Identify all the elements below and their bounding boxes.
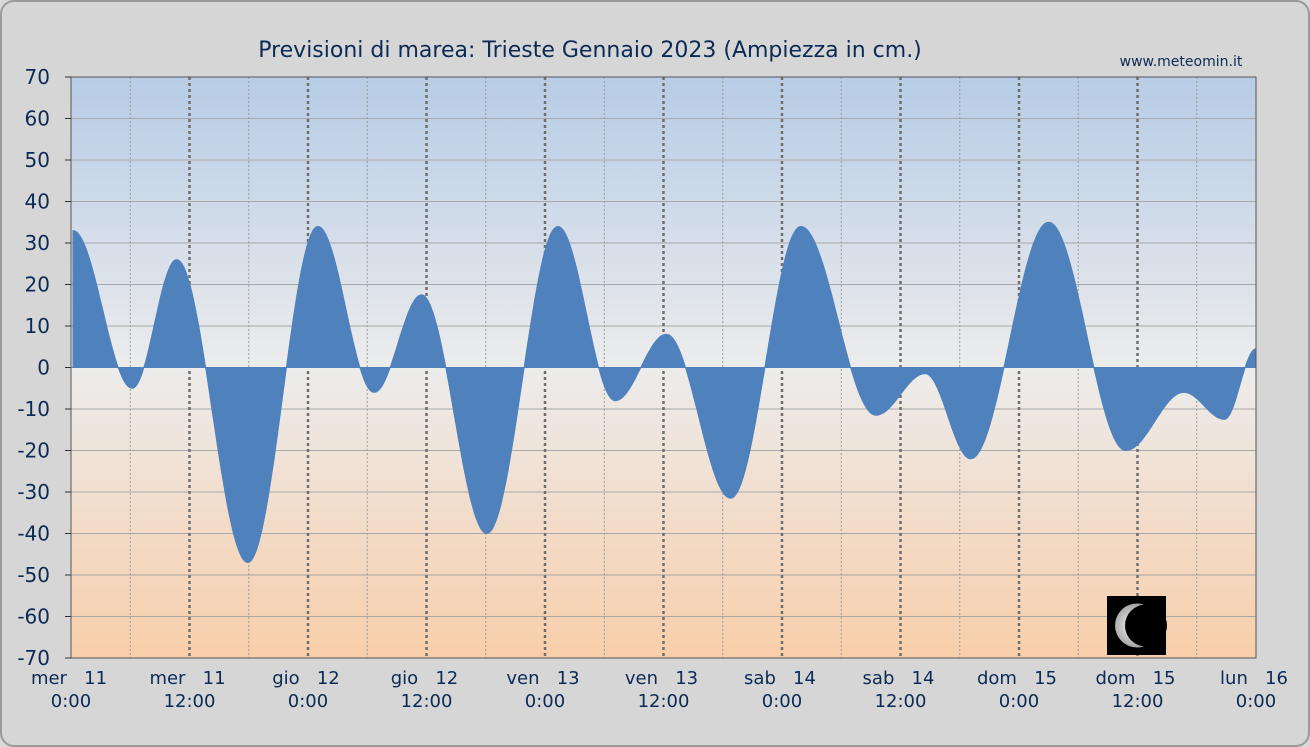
- x-tick-label: dom 15: [977, 668, 1057, 689]
- x-tick-time-label: 0:00: [762, 691, 802, 712]
- x-tick-label: lun 16: [1220, 668, 1288, 689]
- y-tick-label: 60: [25, 107, 50, 131]
- y-tick-label: -30: [17, 480, 50, 504]
- x-tick-label: dom 15: [1095, 668, 1175, 689]
- x-tick-time-label: 12:00: [1112, 691, 1164, 712]
- y-tick-label: -60: [17, 605, 50, 629]
- y-tick-label: -70: [17, 646, 50, 670]
- y-tick-label: -40: [17, 522, 50, 546]
- credit-text: www.meteomin.it: [1120, 54, 1243, 70]
- x-tick-time-label: 12:00: [164, 691, 216, 712]
- y-tick-label: 30: [25, 231, 50, 255]
- x-tick-time-label: 12:00: [638, 691, 690, 712]
- waning-crescent-moon-icon: [1107, 596, 1167, 655]
- x-tick-label: mer 11: [31, 668, 107, 689]
- tide-area: [72, 221, 1257, 564]
- x-tick-label: ven 13: [625, 668, 698, 689]
- y-tick-label: 10: [25, 314, 50, 338]
- x-tick-time-label: 0:00: [1236, 691, 1276, 712]
- x-tick-label: sab 14: [863, 668, 935, 689]
- x-tick-label: gio 12: [391, 668, 459, 689]
- y-axis-ticks: 70 60 50 40 30 20 10 0 -10 -20 -30 -40 -50 -60 -70: [17, 65, 71, 670]
- y-tick-label: 40: [25, 190, 50, 214]
- x-tick-time-label: 12:00: [401, 691, 453, 712]
- y-tick-label: 50: [25, 148, 50, 172]
- x-tick-time-label: 0:00: [288, 691, 328, 712]
- x-tick-label: ven 13: [506, 668, 579, 689]
- y-tick-label: -20: [17, 439, 50, 463]
- y-tick-label: -10: [17, 397, 50, 421]
- x-tick-time-label: 0:00: [525, 691, 565, 712]
- x-tick-time-label: 0:00: [999, 691, 1039, 712]
- x-tick-label: mer 11: [149, 668, 225, 689]
- x-tick-label: gio 12: [272, 668, 340, 689]
- x-tick-time-label: 12:00: [875, 691, 927, 712]
- x-tick-time-label: 0:00: [51, 691, 91, 712]
- chart-title: Previsioni di marea: Trieste Gennaio 202…: [258, 38, 922, 63]
- y-tick-label: 0: [37, 356, 50, 380]
- y-tick-label: 70: [25, 65, 50, 89]
- y-tick-label: -50: [17, 563, 50, 587]
- y-tick-label: 20: [25, 273, 50, 297]
- x-tick-label: sab 14: [744, 668, 816, 689]
